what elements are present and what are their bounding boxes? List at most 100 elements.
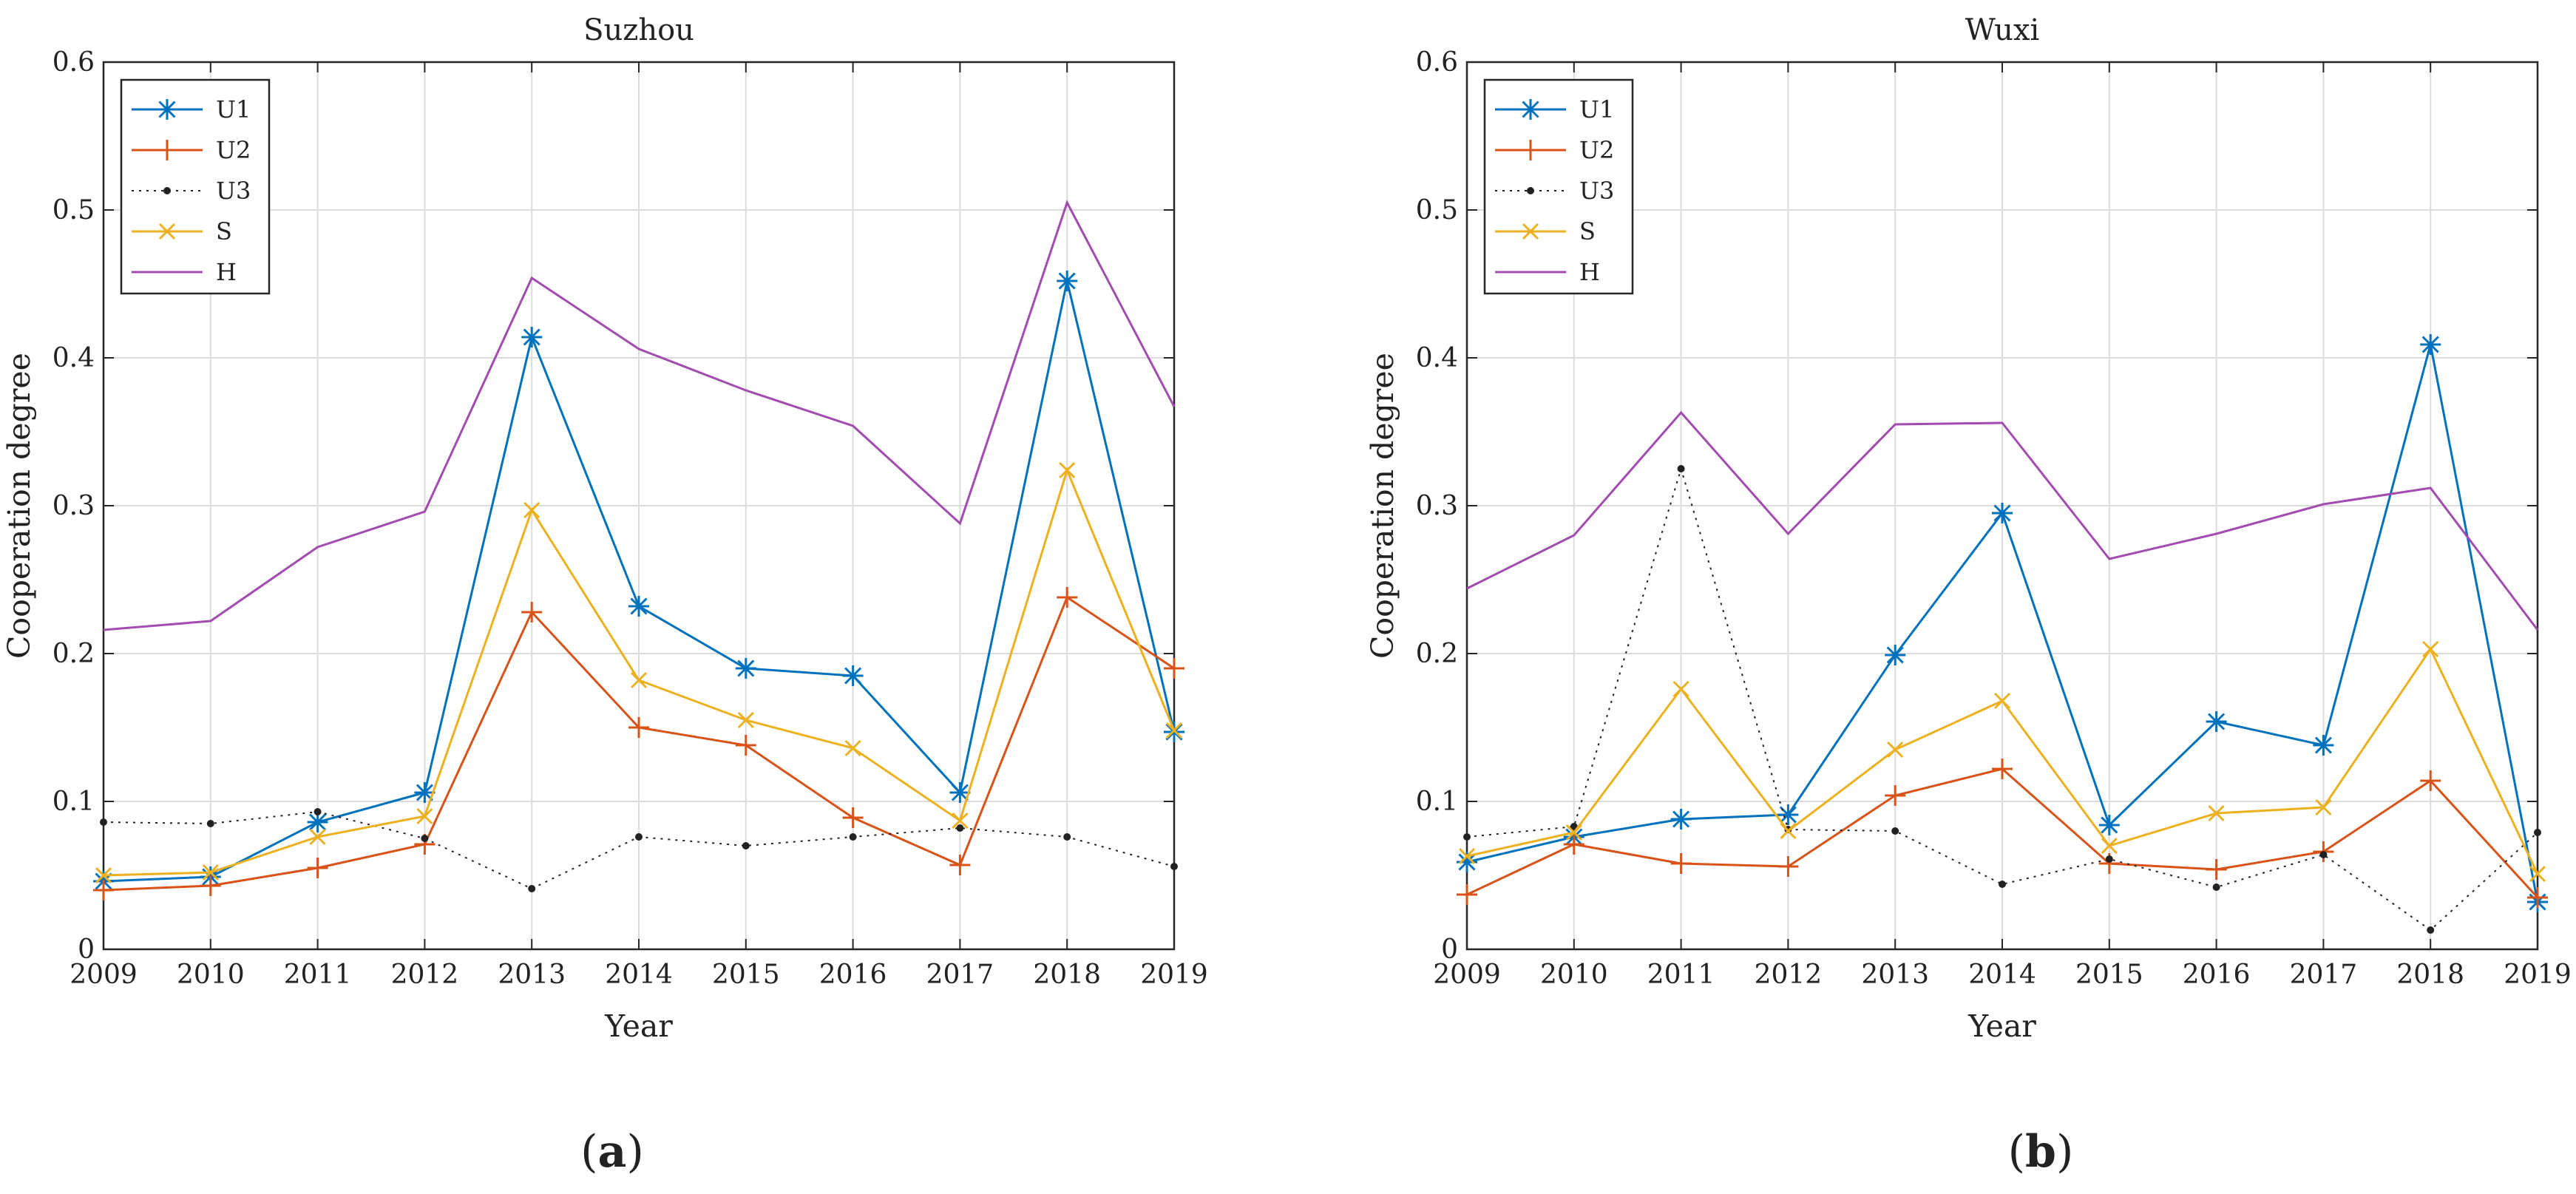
point-u3 <box>2105 855 2113 863</box>
point-u1 <box>1670 809 1692 830</box>
x-tick-label: 2012 <box>391 960 459 990</box>
point-s <box>1672 680 1689 698</box>
point-u1 <box>1992 503 2013 523</box>
legend-marker-s <box>1522 223 1539 240</box>
x-tick-label: 2010 <box>177 960 245 990</box>
point-s <box>523 501 540 519</box>
series-line-u3 <box>1466 466 2538 932</box>
x-tick-label: 2016 <box>2183 960 2251 990</box>
point-s <box>630 671 648 689</box>
legend-box <box>120 78 271 295</box>
point-s <box>2101 837 2118 855</box>
legend-label-h: H <box>1579 258 1600 286</box>
point-u2 <box>842 807 864 828</box>
point-u1 <box>1885 645 1906 665</box>
chart-title: Wuxi <box>1965 13 2040 47</box>
point-u2 <box>1670 853 1692 874</box>
point-u2 <box>2527 887 2548 908</box>
point-u1 <box>628 596 649 617</box>
point-u3 <box>2212 883 2220 891</box>
point-u3 <box>1170 863 1178 870</box>
y-tick-label: 0.1 <box>1416 787 1458 817</box>
y-tick-label: 0.3 <box>52 491 95 521</box>
point-u1 <box>2098 815 2120 835</box>
legend-marker-u2 <box>157 140 177 160</box>
point-u2 <box>1885 785 1906 806</box>
point-u1 <box>842 665 864 686</box>
point-s <box>309 828 326 846</box>
series-line-h <box>103 200 1176 631</box>
point-u3 <box>421 835 429 842</box>
x-tick-label: 2017 <box>2290 960 2358 990</box>
point-s <box>2422 640 2439 658</box>
point-u1 <box>2313 735 2334 756</box>
y-tick-label: 0.5 <box>52 195 95 225</box>
y-tick-label: 0.1 <box>52 787 95 817</box>
point-s <box>1887 741 1904 759</box>
x-tick-label: 2009 <box>70 960 138 990</box>
point-s <box>1780 822 1797 840</box>
point-u2 <box>93 880 114 900</box>
point-u1 <box>2206 711 2227 732</box>
x-tick-label: 2015 <box>2075 960 2143 990</box>
legend-marker-u1 <box>1520 99 1541 120</box>
x-tick-label: 2012 <box>1755 960 1823 990</box>
x-tick-label: 2019 <box>1140 960 1208 990</box>
point-u2 <box>2206 859 2227 880</box>
point-s <box>737 711 754 729</box>
point-u3 <box>313 808 322 815</box>
legend-marker-u1 <box>157 99 177 120</box>
point-u2 <box>521 602 543 623</box>
point-u3 <box>206 820 214 827</box>
legend-label-s: S <box>1579 217 1596 245</box>
x-tick-label: 2014 <box>605 960 673 990</box>
point-u3 <box>635 833 643 841</box>
series-line-h <box>1466 410 2539 631</box>
x-tick-label: 2014 <box>1968 960 2036 990</box>
point-u3 <box>1063 833 1071 841</box>
point-s <box>1993 692 2011 710</box>
y-tick-label: 0 <box>1441 934 1458 965</box>
y-tick-label: 0.4 <box>1416 343 1458 373</box>
point-s <box>2315 798 2332 816</box>
point-u1 <box>2420 334 2441 355</box>
point-u3 <box>1999 881 2006 888</box>
legend-label-u2: U2 <box>1579 136 1614 164</box>
point-u2 <box>1777 856 1799 877</box>
point-u2 <box>1992 759 2013 779</box>
legend-label-h: H <box>216 258 237 286</box>
legend-marker-u3 <box>163 187 171 194</box>
point-s <box>202 864 219 881</box>
legend-marker-u2 <box>1520 140 1541 160</box>
chart-suzhou: 2009 2010 2011 2012 2013 2014 2015 2016 2017 2018… <box>1 13 1208 1178</box>
point-u1 <box>949 782 971 803</box>
x-axis-label: Year <box>1967 1008 2036 1044</box>
point-u2 <box>307 858 328 878</box>
y-axis-label: Cooperation degree <box>1 353 37 659</box>
x-tick-label: 2011 <box>1647 960 1715 990</box>
y-axis-label: Cooperation degree <box>1365 353 1400 659</box>
x-axis-label: Year <box>604 1008 673 1044</box>
point-u1 <box>521 327 543 347</box>
point-s <box>952 812 969 830</box>
point-u2 <box>2420 770 2441 791</box>
x-tick-label: 2017 <box>926 960 994 990</box>
y-tick-label: 0.6 <box>1416 47 1458 78</box>
legend-marker-s <box>158 223 176 240</box>
legend-box <box>1483 78 1634 295</box>
legend-label-u1: U1 <box>1579 95 1614 123</box>
point-u2 <box>628 717 649 738</box>
point-u3 <box>2319 851 2328 858</box>
point-u3 <box>956 824 964 832</box>
point-u2 <box>1457 884 1477 905</box>
legend-label-u2: U2 <box>216 136 251 164</box>
point-s <box>2529 865 2546 883</box>
point-u1 <box>735 658 756 679</box>
point-u1 <box>414 782 435 803</box>
point-s <box>2208 804 2225 822</box>
y-tick-label: 0.3 <box>1416 491 1458 521</box>
point-u3 <box>100 818 107 826</box>
legend-label-s: S <box>216 217 232 245</box>
